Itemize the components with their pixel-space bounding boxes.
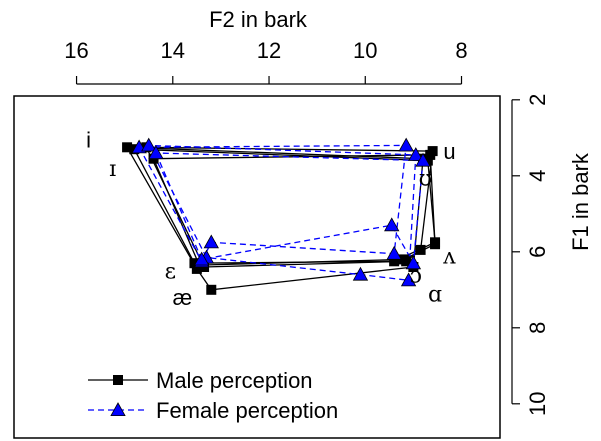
- y-tick-label: 4: [525, 170, 550, 182]
- legend: Male perception Female perception: [88, 368, 338, 423]
- vowel-label: æ: [173, 285, 193, 310]
- y-axis-label: F1 in bark: [568, 152, 593, 251]
- female-data-point: [415, 152, 431, 167]
- y-tick-label: 10: [525, 392, 550, 416]
- female-data-point: [384, 217, 400, 232]
- female-data-point: [386, 245, 402, 260]
- female-data-point: [352, 266, 369, 281]
- female-data-point: [398, 137, 414, 152]
- male-data-point: [422, 155, 433, 166]
- vowel-label: ɑ: [428, 283, 442, 308]
- vowel-label: ʌ: [442, 245, 456, 270]
- male-series-line: [126, 146, 424, 291]
- male-data-point: [398, 254, 409, 265]
- y-tick-label: 2: [525, 94, 550, 106]
- plot-frame: [13, 95, 501, 439]
- male-data-point: [415, 244, 426, 255]
- vowel-label: ε: [165, 260, 176, 285]
- x-tick-label: 16: [64, 38, 88, 63]
- female-data-point: [405, 255, 422, 270]
- male-data-point: [389, 256, 400, 267]
- legend-label: Male perception: [156, 368, 313, 393]
- female-data-point: [141, 137, 157, 152]
- data-layer: [122, 137, 441, 295]
- vowel-label: ʊ: [419, 167, 433, 192]
- vowel-label: ɔ: [410, 264, 422, 289]
- vowel-labels: iɪ εæ uʊ ʌɔɑ: [86, 127, 456, 310]
- vowel-label: i: [86, 127, 91, 152]
- legend-label: Female perception: [156, 398, 338, 423]
- female-series-line: [155, 152, 424, 266]
- x-tick-label: 14: [161, 38, 185, 63]
- x-axis-top: 16 14 12 10 8: [64, 38, 468, 85]
- male-data-point: [430, 237, 441, 248]
- female-data-point: [203, 234, 219, 249]
- y-axis-right: 2 4 6 8 10: [511, 94, 550, 416]
- legend-swatch-marker: [110, 402, 126, 417]
- x-axis-label: F2 in bark: [209, 7, 308, 32]
- male-data-point: [122, 142, 133, 153]
- vowel-label: ɪ: [109, 157, 116, 182]
- y-tick-label: 8: [525, 322, 550, 334]
- vowel-label: u: [443, 139, 455, 164]
- legend-swatch-marker: [113, 375, 123, 385]
- female-series-line: [148, 144, 417, 282]
- female-data-point: [193, 251, 210, 266]
- x-tick-label: 8: [455, 38, 467, 63]
- male-data-point: [425, 149, 436, 160]
- y-tick-label: 6: [525, 246, 550, 258]
- x-tick-label: 12: [257, 38, 281, 63]
- x-tick-label: 10: [353, 38, 377, 63]
- female-data-point: [148, 145, 164, 160]
- female-data-point: [408, 147, 424, 161]
- female-data-point: [400, 272, 417, 287]
- male-data-point: [189, 258, 200, 269]
- male-data-point: [206, 284, 217, 295]
- female-series-line: [138, 144, 407, 263]
